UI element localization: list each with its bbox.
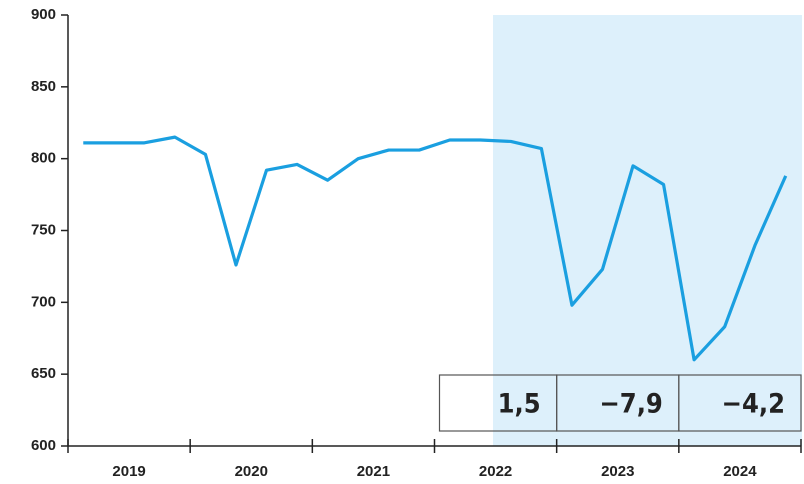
x-tick-label: 2020: [235, 463, 268, 480]
y-tick-label: 600: [31, 437, 56, 454]
y-tick-label: 900: [31, 6, 56, 23]
highlight-region: [493, 15, 802, 446]
x-tick-label: 2024: [723, 463, 757, 480]
annotation-label: 1,5: [498, 389, 541, 420]
x-tick-label: 2019: [112, 463, 145, 480]
data-line: [83, 135, 788, 362]
annotation-label: −7,9: [599, 389, 662, 420]
y-tick-label: 650: [31, 365, 56, 382]
annotation-box: [678, 374, 802, 432]
annotation-label: −4,2: [722, 389, 785, 420]
y-tick-label: 800: [31, 150, 56, 167]
x-tick-label: 2023: [601, 463, 634, 480]
x-tick-label: 2021: [357, 463, 390, 480]
y-tick-label: 700: [31, 293, 56, 310]
y-tick-label: 750: [31, 221, 56, 238]
y-tick-label: 850: [31, 78, 56, 95]
x-tick-label: 2022: [479, 463, 512, 480]
